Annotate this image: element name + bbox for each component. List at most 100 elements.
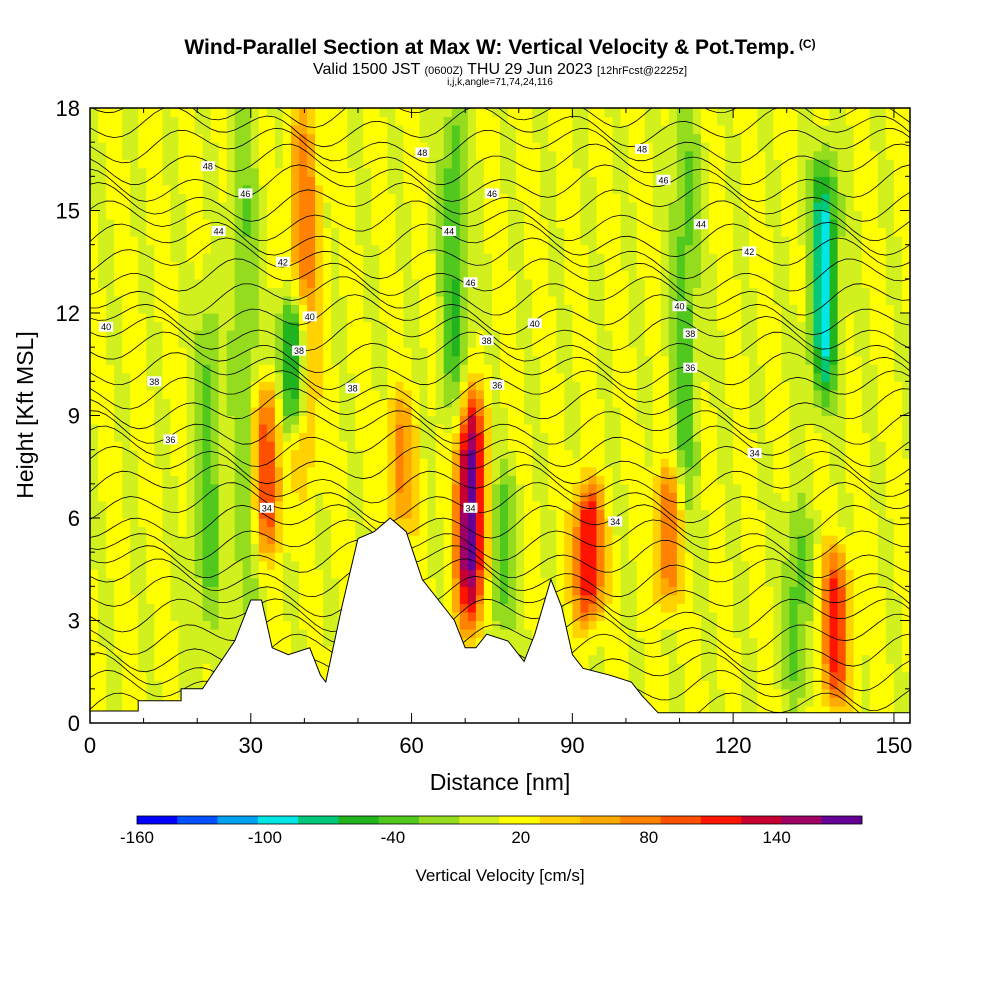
velocity-cell bbox=[620, 253, 630, 263]
velocity-cell bbox=[266, 518, 276, 528]
velocity-cell bbox=[419, 526, 429, 536]
velocity-cell bbox=[459, 253, 469, 263]
velocity-cell bbox=[620, 509, 630, 519]
velocity-cell bbox=[443, 526, 453, 536]
velocity-cell bbox=[596, 150, 606, 160]
velocity-cell bbox=[307, 458, 316, 468]
velocity-cell bbox=[379, 150, 388, 160]
velocity-cell bbox=[500, 526, 509, 536]
velocity-cell bbox=[98, 424, 107, 434]
velocity-cell bbox=[419, 372, 429, 382]
velocity-cell bbox=[234, 108, 244, 118]
velocity-cell bbox=[532, 125, 541, 135]
velocity-cell bbox=[363, 407, 372, 417]
velocity-cell bbox=[500, 184, 509, 194]
velocity-cell bbox=[419, 219, 429, 229]
velocity-cell bbox=[114, 466, 123, 476]
velocity-cell bbox=[186, 219, 196, 229]
velocity-cell bbox=[266, 253, 276, 263]
velocity-cell bbox=[106, 355, 115, 365]
velocity-cell bbox=[435, 535, 445, 545]
velocity-cell bbox=[274, 176, 284, 186]
velocity-cell bbox=[162, 552, 171, 562]
velocity-cell bbox=[162, 244, 171, 254]
velocity-cell bbox=[122, 236, 131, 246]
velocity-cell bbox=[604, 159, 614, 169]
velocity-cell bbox=[291, 560, 300, 570]
velocity-cell bbox=[443, 509, 453, 519]
velocity-cell bbox=[524, 244, 533, 254]
velocity-cell bbox=[323, 663, 332, 673]
velocity-cell bbox=[435, 108, 445, 118]
velocity-cell bbox=[315, 441, 324, 451]
velocity-cell bbox=[516, 577, 525, 587]
velocity-cell bbox=[427, 338, 437, 348]
velocity-cell bbox=[234, 526, 244, 536]
velocity-cell bbox=[580, 586, 589, 596]
velocity-cell bbox=[548, 364, 557, 374]
velocity-cell bbox=[339, 338, 348, 348]
velocity-cell bbox=[323, 535, 332, 545]
velocity-cell bbox=[202, 629, 212, 639]
velocity-cell bbox=[379, 355, 388, 365]
velocity-cell bbox=[371, 466, 380, 476]
velocity-cell bbox=[556, 270, 565, 280]
velocity-cell bbox=[307, 184, 316, 194]
velocity-cell bbox=[323, 637, 332, 647]
velocity-cell bbox=[556, 202, 565, 212]
velocity-cell bbox=[234, 270, 244, 280]
velocity-cell bbox=[580, 347, 589, 357]
velocity-cell bbox=[459, 330, 469, 340]
velocity-cell bbox=[114, 287, 123, 297]
velocity-cell bbox=[315, 202, 324, 212]
velocity-cell bbox=[282, 372, 292, 382]
velocity-cell bbox=[435, 500, 445, 510]
velocity-cell bbox=[620, 116, 630, 126]
velocity-cell bbox=[114, 475, 123, 485]
velocity-cell bbox=[596, 569, 606, 579]
velocity-cell bbox=[612, 552, 622, 562]
velocity-cell bbox=[508, 449, 517, 459]
velocity-cell bbox=[483, 150, 493, 160]
velocity-cell bbox=[532, 458, 541, 468]
velocity-cell bbox=[130, 569, 139, 579]
velocity-cell bbox=[250, 432, 260, 442]
velocity-cell bbox=[540, 167, 549, 177]
velocity-cell bbox=[580, 219, 589, 229]
velocity-cell bbox=[516, 518, 525, 528]
velocity-cell bbox=[467, 441, 477, 451]
velocity-cell bbox=[234, 543, 244, 553]
velocity-cell bbox=[130, 500, 139, 510]
velocity-cell bbox=[403, 483, 413, 493]
velocity-cell bbox=[114, 381, 123, 391]
velocity-cell bbox=[355, 142, 364, 152]
velocity-cell bbox=[323, 278, 332, 288]
velocity-cell bbox=[395, 167, 405, 177]
velocity-cell bbox=[234, 449, 244, 459]
velocity-cell bbox=[427, 278, 437, 288]
velocity-cell bbox=[628, 295, 638, 305]
velocity-cell bbox=[339, 270, 348, 280]
velocity-cell bbox=[315, 321, 324, 331]
velocity-cell bbox=[242, 321, 252, 331]
velocity-cell bbox=[315, 424, 324, 434]
velocity-cell bbox=[604, 637, 614, 647]
velocity-cell bbox=[266, 612, 276, 622]
velocity-cell bbox=[540, 338, 549, 348]
velocity-cell bbox=[282, 108, 292, 118]
velocity-cell bbox=[210, 150, 220, 160]
velocity-cell bbox=[516, 441, 525, 451]
velocity-cell bbox=[323, 347, 332, 357]
velocity-cell bbox=[242, 227, 252, 237]
velocity-cell bbox=[596, 654, 606, 664]
velocity-cell bbox=[644, 629, 654, 639]
velocity-cell bbox=[291, 603, 300, 613]
velocity-cell bbox=[636, 560, 646, 570]
velocity-cell bbox=[363, 355, 372, 365]
velocity-cell bbox=[540, 330, 549, 340]
velocity-cell bbox=[475, 278, 485, 288]
velocity-cell bbox=[532, 552, 541, 562]
velocity-cell bbox=[250, 552, 260, 562]
velocity-cell bbox=[202, 261, 212, 271]
velocity-cell bbox=[411, 184, 421, 194]
